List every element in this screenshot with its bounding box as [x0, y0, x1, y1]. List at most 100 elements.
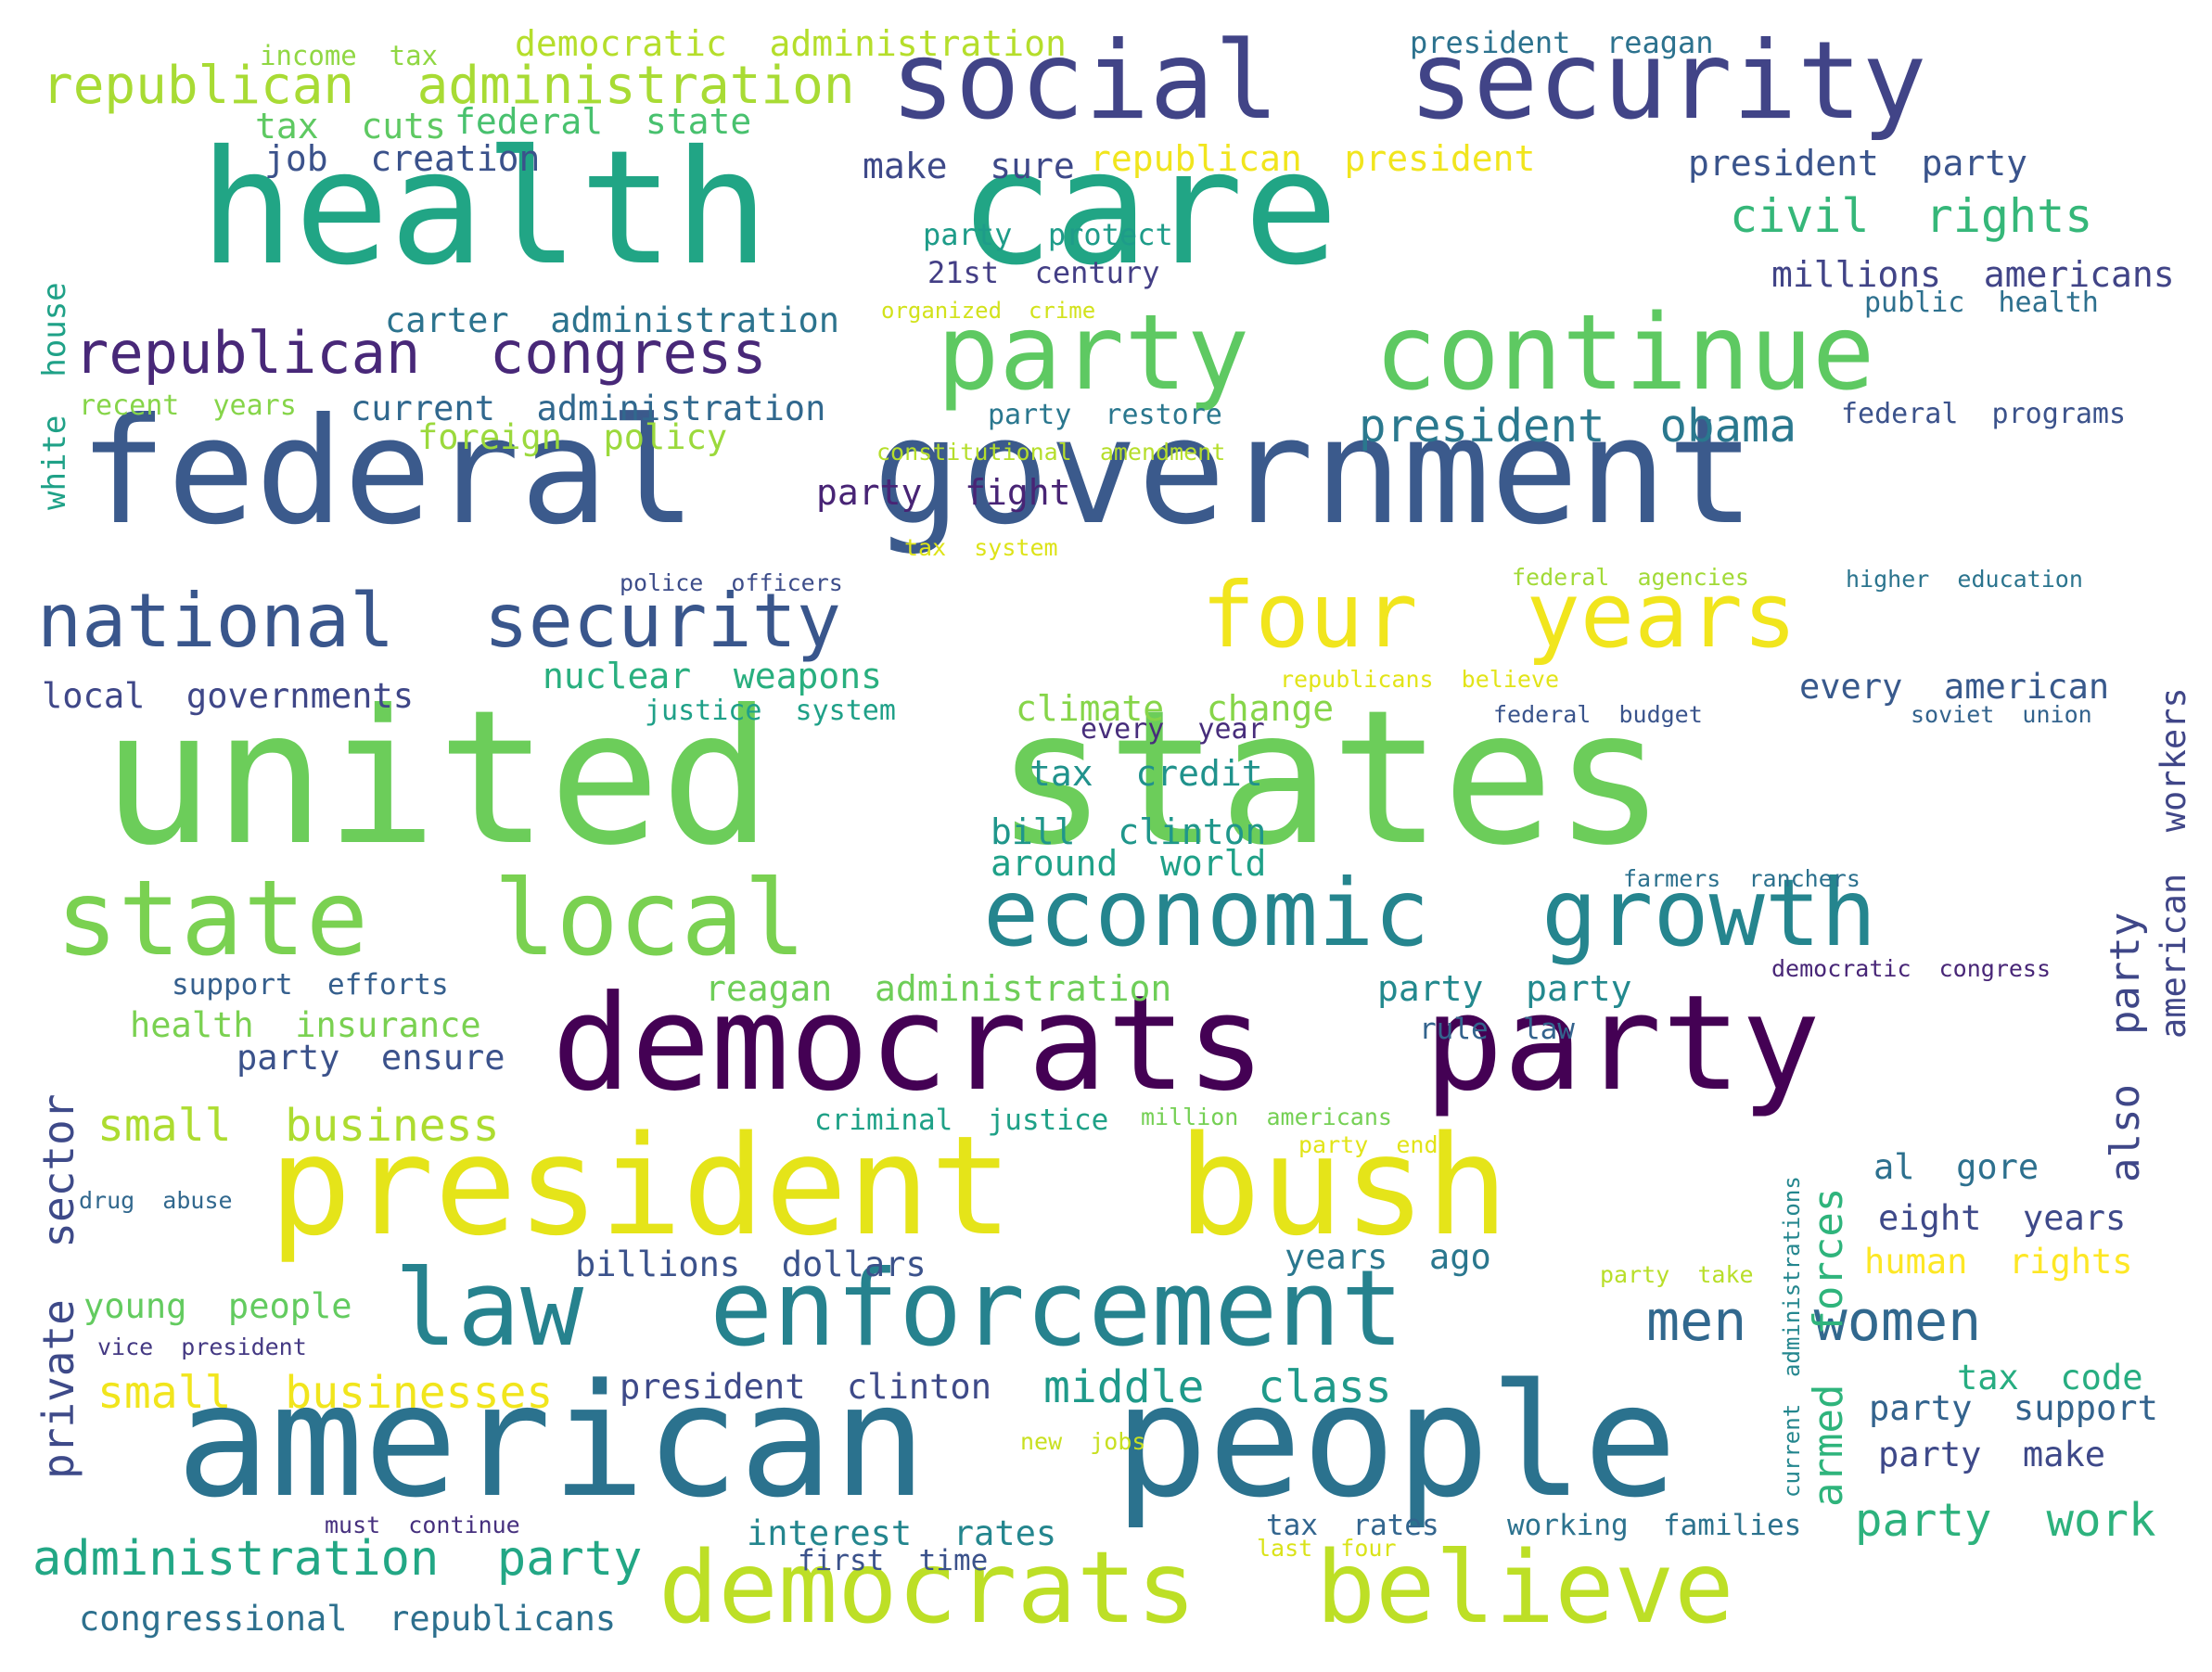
phrase-interest-rates: interest rates: [747, 1513, 1057, 1553]
phrase-federal-agencies: federal agencies: [1512, 564, 1749, 591]
phrase-nuclear-weapons: nuclear weapons: [543, 656, 883, 696]
phrase-21st-century: 21st century: [927, 255, 1160, 290]
phrase-national-security: national security: [37, 578, 841, 664]
phrase-party-end: party end: [1298, 1131, 1438, 1158]
phrase-economic-growth: economic growth: [983, 859, 1877, 967]
phrase-president-obama: president obama: [1359, 400, 1797, 453]
phrase-civil-rights: civil rights: [1730, 189, 2093, 243]
phrase-also-party: also party: [2102, 912, 2149, 1182]
phrase-small-businesses: small businesses: [97, 1367, 554, 1419]
phrase-recent-years: recent years: [79, 389, 297, 422]
phrase-federal-government: federal government: [79, 387, 1756, 557]
phrase-around-world: around world: [991, 843, 1267, 884]
phrase-party-protect: party protect: [923, 217, 1173, 252]
phrase-armed-forces: armed forces: [1805, 1187, 1852, 1507]
phrase-democratic-administration: democratic administration: [515, 23, 1067, 64]
phrase-carter-administration: carter administration: [385, 300, 840, 340]
phrase-farmers-ranchers: farmers ranchers: [1623, 865, 1860, 892]
phrase-federal-budget: federal budget: [1493, 701, 1703, 728]
phrase-party-support: party support: [1869, 1388, 2158, 1428]
phrase-criminal-justice: criminal justice: [814, 1104, 1109, 1137]
phrase-current-administrations: current administrations: [1779, 1176, 1805, 1498]
phrase-federal-state: federal state: [454, 101, 752, 142]
phrase-soviet-union: soviet union: [1911, 701, 2092, 728]
phrase-health-care: health care: [199, 117, 1339, 300]
phrase-support-efforts: support efforts: [172, 968, 449, 1002]
phrase-rule-law: rule law: [1419, 1013, 1575, 1046]
phrase-republicans-believe: republicans believe: [1280, 666, 1560, 693]
phrase-middle-class: middle class: [1043, 1361, 1392, 1413]
phrase-tax-cuts: tax cuts: [255, 106, 446, 147]
phrase-party-continue: party continue: [937, 293, 1875, 414]
phrase-men-women: men women: [1646, 1289, 1982, 1354]
phrase-tax-credit: tax credit: [1029, 753, 1263, 794]
phrase-president-party: president party: [1688, 143, 2028, 184]
phrase-party-work: party work: [1855, 1494, 2156, 1547]
phrase-years-ago: years ago: [1285, 1237, 1491, 1277]
phrase-party-restore: party restore: [988, 399, 1222, 431]
phrase-vice-president: vice president: [97, 1334, 307, 1360]
phrase-party-fight: party fight: [816, 472, 1071, 513]
phrase-al-gore: al gore: [1873, 1147, 2039, 1187]
phrase-party-take: party take: [1600, 1261, 1754, 1288]
phrase-eight-years: eight years: [1878, 1198, 2127, 1238]
phrase-foreign-policy: foreign policy: [417, 417, 728, 457]
phrase-working-families: working families: [1507, 1509, 1802, 1542]
phrase-law-enforcement: law enforcement: [394, 1247, 1404, 1370]
phrase-democrats-party: democrats party: [552, 967, 1821, 1120]
phrase-justice-system: justice system: [645, 695, 896, 727]
phrase-billions-dollars: billions dollars: [575, 1244, 927, 1284]
phrase-tax-code: tax code: [1957, 1358, 2143, 1398]
phrase-new-jobs: new jobs: [1020, 1428, 1146, 1455]
phrase-united-states: united states: [102, 670, 1666, 887]
phrase-higher-education: higher education: [1846, 566, 2083, 593]
phrase-republican-congress: republican congress: [74, 319, 767, 387]
phrase-administration-party: administration party: [32, 1531, 643, 1587]
phrase-president-clinton: president clinton: [620, 1367, 991, 1407]
phrase-last-four: last four: [1257, 1535, 1397, 1562]
phrase-party-ensure: party ensure: [237, 1038, 505, 1078]
phrase-president-reagan: president reagan: [1410, 25, 1714, 60]
phrase-climate-change: climate change: [1016, 688, 1335, 729]
phrase-must-continue: must continue: [325, 1512, 520, 1538]
phrase-drug-abuse: drug abuse: [79, 1187, 233, 1214]
phrase-tax-rates: tax rates: [1266, 1509, 1439, 1542]
phrase-party-make: party make: [1878, 1435, 2106, 1474]
phrase-reagan-administration: reagan administration: [705, 968, 1172, 1009]
phrase-human-rights: human rights: [1864, 1242, 2133, 1282]
phrase-million-americans: million americans: [1141, 1104, 1392, 1130]
phrase-private-sector: private sector: [33, 1093, 83, 1479]
phrase-constitutional-amendment: constitutional amendment: [876, 439, 1226, 466]
phrase-public-health: public health: [1864, 287, 2099, 319]
phrase-small-business: small business: [97, 1100, 500, 1152]
phrase-federal-programs: federal programs: [1841, 398, 2127, 430]
phrase-american-people: american people: [176, 1350, 1678, 1532]
phrase-organized-crime: organized crime: [881, 298, 1096, 324]
phrase-party-party: party party: [1377, 968, 1632, 1009]
phrase-millions-americans: millions americans: [1771, 254, 2175, 295]
phrase-tax-system: tax system: [904, 534, 1058, 561]
phrase-every-year: every year: [1080, 713, 1265, 746]
phrase-democrats-believe: democrats believe: [658, 1531, 1734, 1646]
phrase-make-sure: make sure: [863, 146, 1075, 186]
phrase-president-bush: president bush: [269, 1106, 1509, 1266]
phrase-four-years: four years: [1201, 563, 1797, 668]
phrase-local-governments: local governments: [42, 676, 414, 716]
phrase-congressional-republicans: congressional republicans: [79, 1599, 617, 1639]
phrase-bill-clinton: bill clinton: [991, 811, 1267, 852]
phrase-white-house: white house: [36, 282, 73, 510]
phrase-job-creation: job creation: [264, 138, 541, 179]
phrase-current-administration: current administration: [351, 389, 826, 428]
phrase-health-insurance: health insurance: [130, 1005, 481, 1045]
phrase-democratic-congress: democratic congress: [1771, 955, 2052, 982]
phrase-state-local: state local: [56, 859, 807, 979]
phrase-republican-president: republican president: [1090, 138, 1536, 179]
phrase-every-american: every american: [1799, 667, 2110, 707]
phrase-republican-administration: republican administration: [42, 56, 855, 116]
phrase-police-officers: police officers: [620, 569, 843, 596]
phrase-american-workers: american workers: [2154, 687, 2193, 1039]
phrase-social-security: social security: [890, 19, 1927, 144]
phrase-young-people: young people: [83, 1286, 352, 1326]
phrase-income-tax: income tax: [260, 40, 439, 71]
